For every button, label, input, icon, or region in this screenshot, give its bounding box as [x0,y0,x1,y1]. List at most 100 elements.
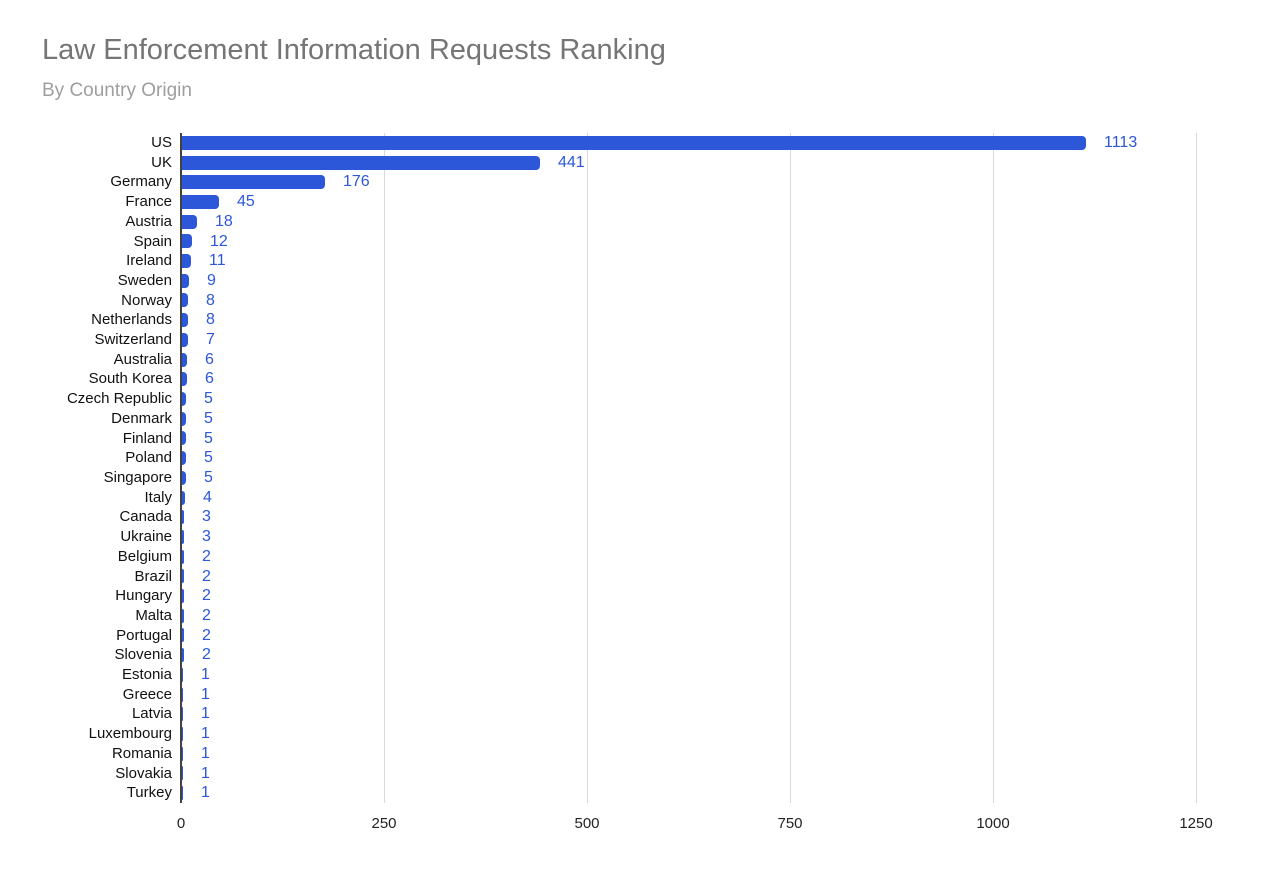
bar-row: UK 441 [151,153,1196,173]
bar [182,234,192,249]
bar-row: South Korea 6 [89,369,1196,389]
category-label: Portugal [116,626,172,644]
value-label: 12 [210,232,228,250]
value-label: 3 [202,508,211,526]
category-label: Denmark [111,409,172,427]
value-label: 5 [204,469,213,486]
category-label: Switzerland [94,331,172,349]
bar [182,470,186,485]
bar-row: Brazil 2 [134,567,1196,587]
bar-row: France 45 [125,192,1196,212]
value-label: 5 [204,449,213,467]
category-label: Luxembourg [88,725,172,743]
bar [182,746,183,761]
bar-row: Slovakia 1 [115,764,1196,784]
value-label: 7 [206,331,215,349]
category-label: Slovakia [115,764,172,782]
value-label: 2 [202,567,211,585]
bar [182,529,184,544]
bar-row: Malta 2 [135,606,1196,626]
bar [182,510,184,525]
value-label: 45 [237,193,255,211]
bar-row: Canada 3 [119,507,1196,527]
category-label: Singapore [103,469,172,486]
bar [182,214,197,229]
bar-row: Italy 4 [144,488,1196,508]
bar [182,175,325,190]
bar [182,707,183,722]
bar-row: Portugal 2 [116,626,1196,646]
plot-area: US 1113 UK 441 Germany 176 France 45 Austria 18 Sp… [67,133,1213,832]
value-label: 1 [201,725,210,743]
value-label: 2 [202,646,211,664]
value-label: 1 [201,666,210,684]
value-label: 5 [204,390,213,408]
y-axis-line [180,133,182,803]
bar [182,628,184,643]
value-label: 441 [558,153,585,171]
bar [182,254,191,269]
bar [182,687,183,702]
category-label: France [125,193,172,211]
bar-row: Latvia 1 [132,704,1196,724]
x-axis-tick-label: 0 [176,815,186,832]
category-label: Poland [125,449,172,467]
bar [182,648,184,663]
bar-row: Sweden 9 [118,271,1196,291]
category-label: Brazil [134,567,172,585]
bar [182,667,183,682]
bar-row: Netherlands 8 [91,310,1196,330]
bar-row: Belgium 2 [118,547,1196,567]
bar-row: Greece 1 [123,685,1196,705]
value-label: 176 [343,173,370,191]
value-label: 8 [206,291,215,309]
category-label: Belgium [117,547,172,565]
category-label: Greece [122,685,172,703]
value-label: 2 [202,606,211,624]
bar [182,589,184,604]
chart-title: Law Enforcement Information Requests Ran… [42,34,666,66]
category-label: Malta [135,606,172,624]
bar [182,786,183,801]
value-label: 1 [201,705,210,723]
gridline [384,133,385,803]
value-label: 1113 [1104,134,1138,151]
category-label: Sweden [117,271,172,289]
category-label: UK [151,153,172,171]
bar [182,392,186,407]
category-label: Hungary [115,587,172,605]
bar [182,766,183,781]
x-axis-tick-label: 500 [574,815,600,832]
gridline [790,133,791,803]
bar [182,273,189,288]
category-label: Turkey [126,784,172,802]
bar [182,372,187,387]
bar-row: Singapore 5 [104,468,1196,488]
bar-row: Ireland 11 [126,251,1196,271]
value-label: 9 [207,271,216,289]
bar [182,490,185,505]
bar-row: Czech Republic 5 [67,389,1196,409]
value-label: 1 [201,744,210,762]
value-label: 18 [215,212,233,230]
gridline [1196,133,1197,803]
category-label: Romania [111,744,172,762]
value-label: 2 [202,547,211,565]
value-label: 5 [204,409,213,427]
bar [182,608,184,623]
bar-row: Switzerland 7 [94,330,1196,350]
bar-row: Estonia 1 [122,665,1196,685]
category-label: Ukraine [120,528,172,546]
x-axis-tick-label: 250 [371,815,397,832]
x-axis-tick-label: 750 [777,815,803,832]
bar [182,135,1086,150]
value-label: 3 [202,528,211,546]
category-label: Australia [113,350,172,368]
category-label: Netherlands [91,311,172,329]
value-label: 5 [204,429,213,447]
value-label: 11 [209,252,226,270]
bar [182,727,183,742]
bar [182,352,187,367]
category-label: Austria [125,212,172,230]
value-label: 1 [201,764,210,782]
